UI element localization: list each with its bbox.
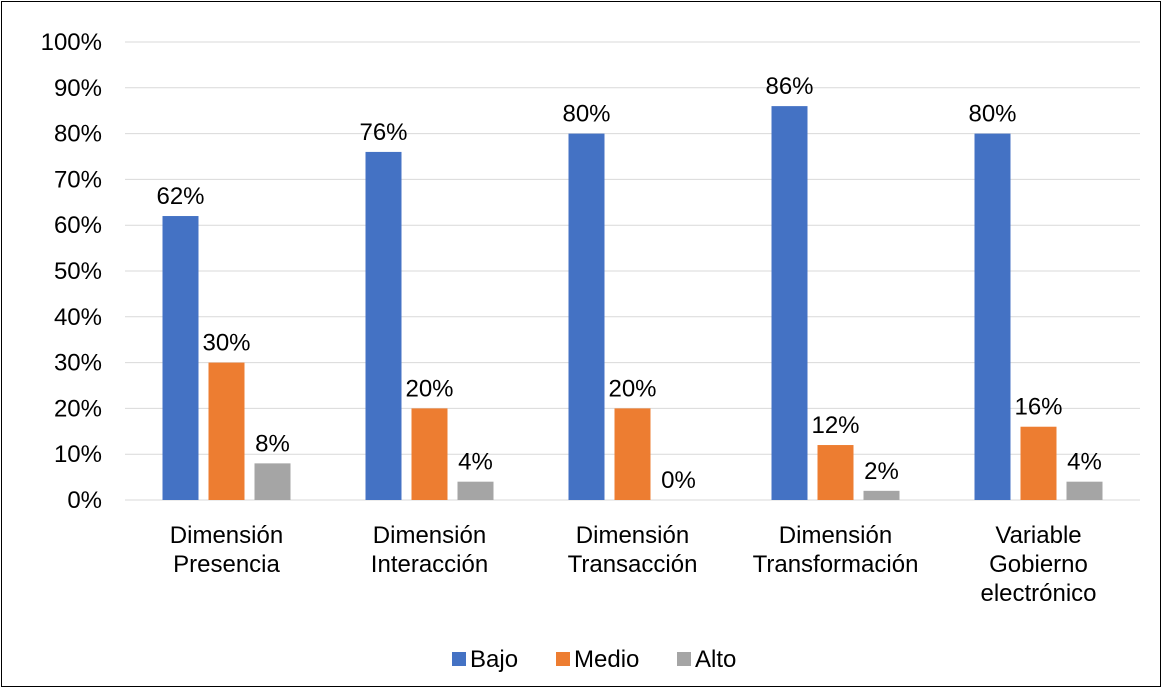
y-tick-label: 0%	[67, 487, 102, 514]
data-label: 20%	[608, 375, 656, 402]
category-label: Interacción	[371, 551, 488, 578]
gridlines	[125, 41, 1140, 501]
data-label: 30%	[202, 330, 250, 357]
data-label: 0%	[661, 467, 696, 494]
bar-bajo	[771, 106, 808, 501]
bar-alto	[457, 481, 494, 500]
bar-medio	[411, 408, 448, 500]
y-tick-label: 70%	[54, 166, 102, 193]
category-label: Gobierno	[989, 551, 1088, 578]
category-label: Presencia	[173, 551, 280, 578]
category-label: electrónico	[980, 580, 1096, 607]
data-label: 16%	[1014, 394, 1062, 421]
legend-swatch-bajo	[452, 652, 466, 666]
data-label: 86%	[765, 73, 813, 100]
data-label: 20%	[405, 375, 453, 402]
category-label: Dimensión	[576, 522, 689, 549]
data-labels: 62% 30% 8% 76% 20% 4% 80% 20% 0% 86% 12%2% 80% 16% 4%	[156, 73, 1101, 494]
y-tick-label: 50%	[54, 258, 102, 285]
legend: Bajo Medio Alto	[452, 646, 736, 673]
y-tick-label: 40%	[54, 304, 102, 331]
data-label: 2%	[864, 458, 899, 485]
bar-bajo	[162, 216, 199, 501]
bar-alto	[1066, 481, 1103, 500]
category-label: Transformación	[753, 551, 919, 578]
category-labels: DimensiónPresenciaDimensiónInteracciónDi…	[170, 522, 1097, 607]
y-tick-label: 100%	[41, 29, 102, 56]
bar-medio	[208, 362, 245, 500]
legend-swatch-medio	[556, 652, 570, 666]
data-label: 12%	[811, 412, 859, 439]
y-tick-label: 30%	[54, 350, 102, 377]
bar-medio	[1020, 426, 1057, 500]
data-label: 76%	[359, 119, 407, 146]
bars	[162, 106, 1103, 501]
legend-label-medio: Medio	[574, 646, 639, 673]
category-label: Dimensión	[779, 522, 892, 549]
bar-bajo	[365, 151, 402, 501]
data-label: 80%	[562, 101, 610, 128]
category-label: Transacción	[568, 551, 698, 578]
legend-label-alto: Alto	[695, 646, 736, 673]
data-label: 80%	[968, 101, 1016, 128]
bar-medio	[817, 445, 854, 500]
data-label: 4%	[458, 449, 493, 476]
bar-bajo	[974, 133, 1011, 500]
legend-label-bajo: Bajo	[470, 646, 518, 673]
y-tick-label: 60%	[54, 212, 102, 239]
y-axis-ticks: 0% 10% 20% 30% 40% 50% 60% 70% 80% 90% 100%	[41, 29, 102, 514]
data-label: 8%	[255, 430, 290, 457]
category-label: Dimensión	[373, 522, 486, 549]
category-label: Dimensión	[170, 522, 283, 549]
bar-alto	[254, 463, 291, 500]
category-label: Variable	[995, 522, 1081, 549]
bar-alto	[863, 490, 900, 500]
y-tick-label: 20%	[54, 395, 102, 422]
legend-swatch-alto	[677, 652, 691, 666]
y-tick-label: 10%	[54, 441, 102, 468]
y-tick-label: 90%	[54, 75, 102, 102]
data-label: 62%	[156, 183, 204, 210]
y-tick-label: 80%	[54, 121, 102, 148]
bar-medio	[614, 408, 651, 500]
data-label: 4%	[1067, 449, 1102, 476]
bar-bajo	[568, 133, 605, 500]
